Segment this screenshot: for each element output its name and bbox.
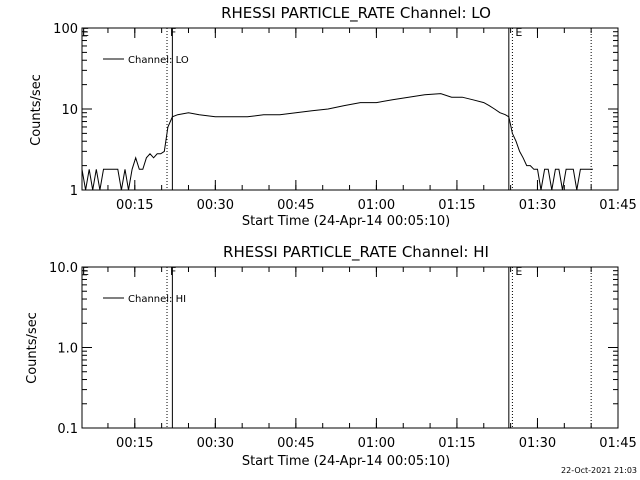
panel-hi: RHESSI PARTICLE_RATE Channel: HI Counts/…: [25, 243, 637, 469]
plot-frame: [81, 266, 619, 429]
y-tick-label: 0.1: [57, 422, 78, 437]
series-line: [81, 93, 593, 191]
x-tick-label: 01:15: [438, 436, 475, 451]
x-tick-label: 01:00: [358, 436, 395, 451]
legend-label-hi: Channel: HI: [128, 294, 186, 305]
x-tick-label: 00:30: [197, 436, 234, 451]
x-tick-label: 01:30: [519, 436, 556, 451]
y-tick-label: 10: [61, 103, 78, 118]
marker-label: F: [170, 265, 176, 278]
chart-title-hi: RHESSI PARTICLE_RATE Channel: HI: [223, 243, 489, 262]
x-tick-label: 01:30: [519, 198, 556, 213]
footer-timestamp: 22-Oct-2021 21:03: [561, 466, 637, 475]
x-tick-label: 01:00: [358, 198, 395, 213]
y-tick-label: 1: [70, 184, 78, 199]
x-tick-label: 00:15: [116, 436, 153, 451]
legend-label-lo: Channel: LO: [128, 55, 189, 66]
chart-title-lo: RHESSI PARTICLE_RATE Channel: LO: [221, 4, 491, 23]
y-axis-label-lo: Counts/sec: [29, 74, 44, 146]
x-tick-label: 01:45: [599, 436, 636, 451]
x-tick-label: 00:45: [277, 198, 314, 213]
y-tick-label: 10.0: [49, 261, 78, 276]
x-tick-label: 01:15: [438, 198, 475, 213]
y-tick-label: 100: [53, 22, 78, 37]
marker-label: E: [515, 26, 522, 39]
x-tick-label: 00:30: [197, 198, 234, 213]
plot-frame: [81, 27, 619, 191]
corner-label-lo: E: [82, 26, 89, 39]
x-axis-label-lo: Start Time (24-Apr-14 00:05:10): [242, 214, 450, 229]
x-axis-label-hi: Start Time (24-Apr-14 00:05:10): [242, 454, 450, 469]
x-tick-label: 00:45: [277, 436, 314, 451]
y-tick-label: 1.0: [57, 342, 78, 357]
corner-label-hi: E: [82, 265, 89, 278]
marker-label: E: [515, 265, 522, 278]
x-tick-label: 01:45: [599, 198, 636, 213]
x-tick-label: 00:15: [116, 198, 153, 213]
panel-lo: RHESSI PARTICLE_RATE Channel: LO Counts/…: [29, 4, 637, 229]
y-axis-label-hi: Counts/sec: [25, 312, 40, 384]
marker-label: F: [170, 26, 176, 39]
